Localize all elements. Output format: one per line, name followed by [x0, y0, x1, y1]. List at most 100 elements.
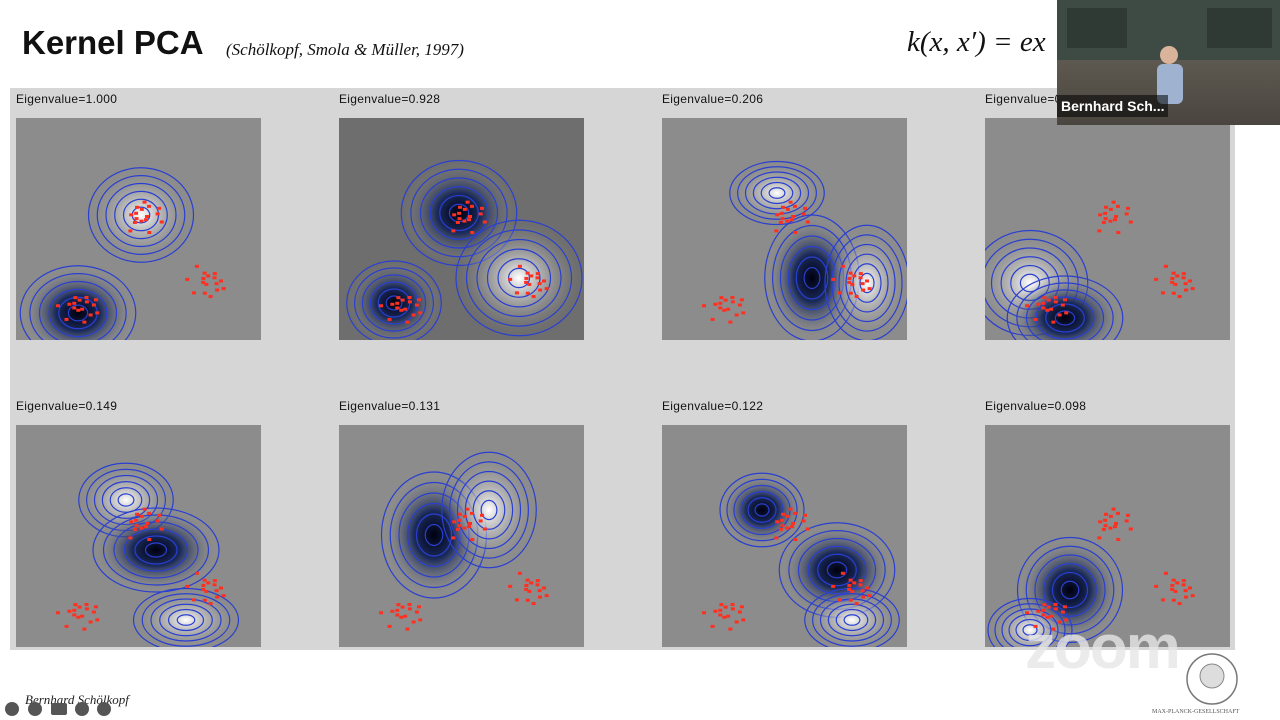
data-point: [741, 618, 746, 622]
data-point: [455, 220, 460, 224]
contour-line: [987, 597, 1073, 647]
data-point: [1181, 583, 1186, 587]
contour-line: [109, 487, 143, 513]
data-point: [1049, 307, 1054, 311]
contour-line: [1060, 580, 1080, 600]
contour-line: [361, 274, 427, 332]
data-point: [414, 303, 419, 307]
data-point: [790, 525, 795, 529]
data-point: [135, 512, 140, 516]
data-point: [803, 513, 808, 517]
data-point: [525, 578, 530, 582]
data-point: [831, 277, 836, 281]
data-point: [411, 313, 416, 317]
data-point: [719, 603, 724, 607]
eigenvalue-label: Eigenvalue=1.000: [16, 92, 118, 106]
data-point: [77, 605, 82, 609]
contour-line: [838, 243, 896, 323]
player-controls[interactable]: [2, 700, 117, 718]
data-point: [146, 204, 151, 208]
data-point: [544, 594, 549, 598]
data-point: [514, 598, 519, 602]
data-point: [405, 320, 410, 324]
contour-line: [754, 503, 770, 517]
contour-line: [419, 177, 499, 249]
data-point: [1116, 231, 1121, 235]
data-point: [212, 276, 217, 280]
data-point: [462, 219, 467, 223]
data-point: [867, 287, 872, 291]
data-point: [541, 586, 546, 590]
data-point: [202, 271, 207, 275]
data-point: [837, 598, 842, 602]
data-point: [201, 583, 206, 587]
data-point: [537, 589, 542, 593]
data-point: [1177, 295, 1182, 299]
data-point: [159, 527, 164, 531]
data-point: [517, 571, 522, 575]
data-point: [416, 298, 421, 302]
data-point: [135, 205, 140, 209]
data-point: [847, 280, 852, 284]
data-point: [541, 279, 546, 283]
contour-line: [1016, 536, 1124, 644]
data-point: [80, 307, 85, 311]
data-point: [458, 205, 463, 209]
contour-line: [346, 260, 442, 340]
data-point: [1170, 276, 1175, 280]
data-point: [390, 302, 395, 306]
data-point: [202, 578, 207, 582]
contour-line: [831, 234, 903, 332]
data-point: [208, 602, 213, 606]
data-point: [155, 519, 160, 523]
contour-plot: [16, 118, 261, 340]
contour-line: [354, 267, 434, 339]
data-point: [858, 583, 863, 587]
citation: (Schölkopf, Smola & Müller, 1997): [226, 40, 464, 59]
data-point: [1181, 276, 1186, 280]
data-point: [76, 308, 81, 312]
data-point: [525, 598, 530, 602]
data-point: [457, 211, 462, 215]
data-point: [852, 274, 857, 278]
data-point: [67, 609, 72, 613]
data-point: [407, 607, 412, 611]
data-point: [214, 589, 219, 593]
data-point: [718, 301, 723, 305]
contour-line: [429, 186, 489, 240]
contour-plot: [985, 425, 1230, 647]
data-point: [1046, 298, 1051, 302]
data-point: [1064, 618, 1069, 622]
data-point: [73, 296, 78, 300]
data-point: [535, 276, 540, 280]
contour-line: [994, 603, 1066, 647]
data-point: [82, 320, 87, 324]
data-point: [792, 511, 797, 515]
data-point: [1041, 301, 1046, 305]
contour-line: [385, 295, 403, 311]
contour-line: [67, 304, 89, 322]
data-point: [396, 296, 401, 300]
contour-line: [87, 167, 195, 263]
data-point: [212, 583, 217, 587]
data-point: [722, 308, 727, 312]
data-point: [1025, 611, 1030, 615]
data-point: [139, 219, 144, 223]
data-point: [1053, 607, 1058, 611]
data-point: [780, 518, 785, 522]
data-point: [395, 608, 400, 612]
data-point: [1128, 220, 1133, 224]
data-point: [1053, 602, 1058, 606]
data-point: [1103, 518, 1108, 522]
data-point: [72, 613, 77, 617]
data-point: [134, 211, 139, 215]
data-point: [1062, 298, 1067, 302]
contour-line: [1034, 554, 1106, 626]
data-point: [139, 207, 144, 211]
data-point: [780, 524, 785, 528]
data-point: [467, 218, 472, 222]
data-point: [1051, 627, 1056, 631]
data-point: [469, 511, 474, 515]
data-point: [1033, 624, 1038, 628]
data-point: [451, 229, 456, 233]
